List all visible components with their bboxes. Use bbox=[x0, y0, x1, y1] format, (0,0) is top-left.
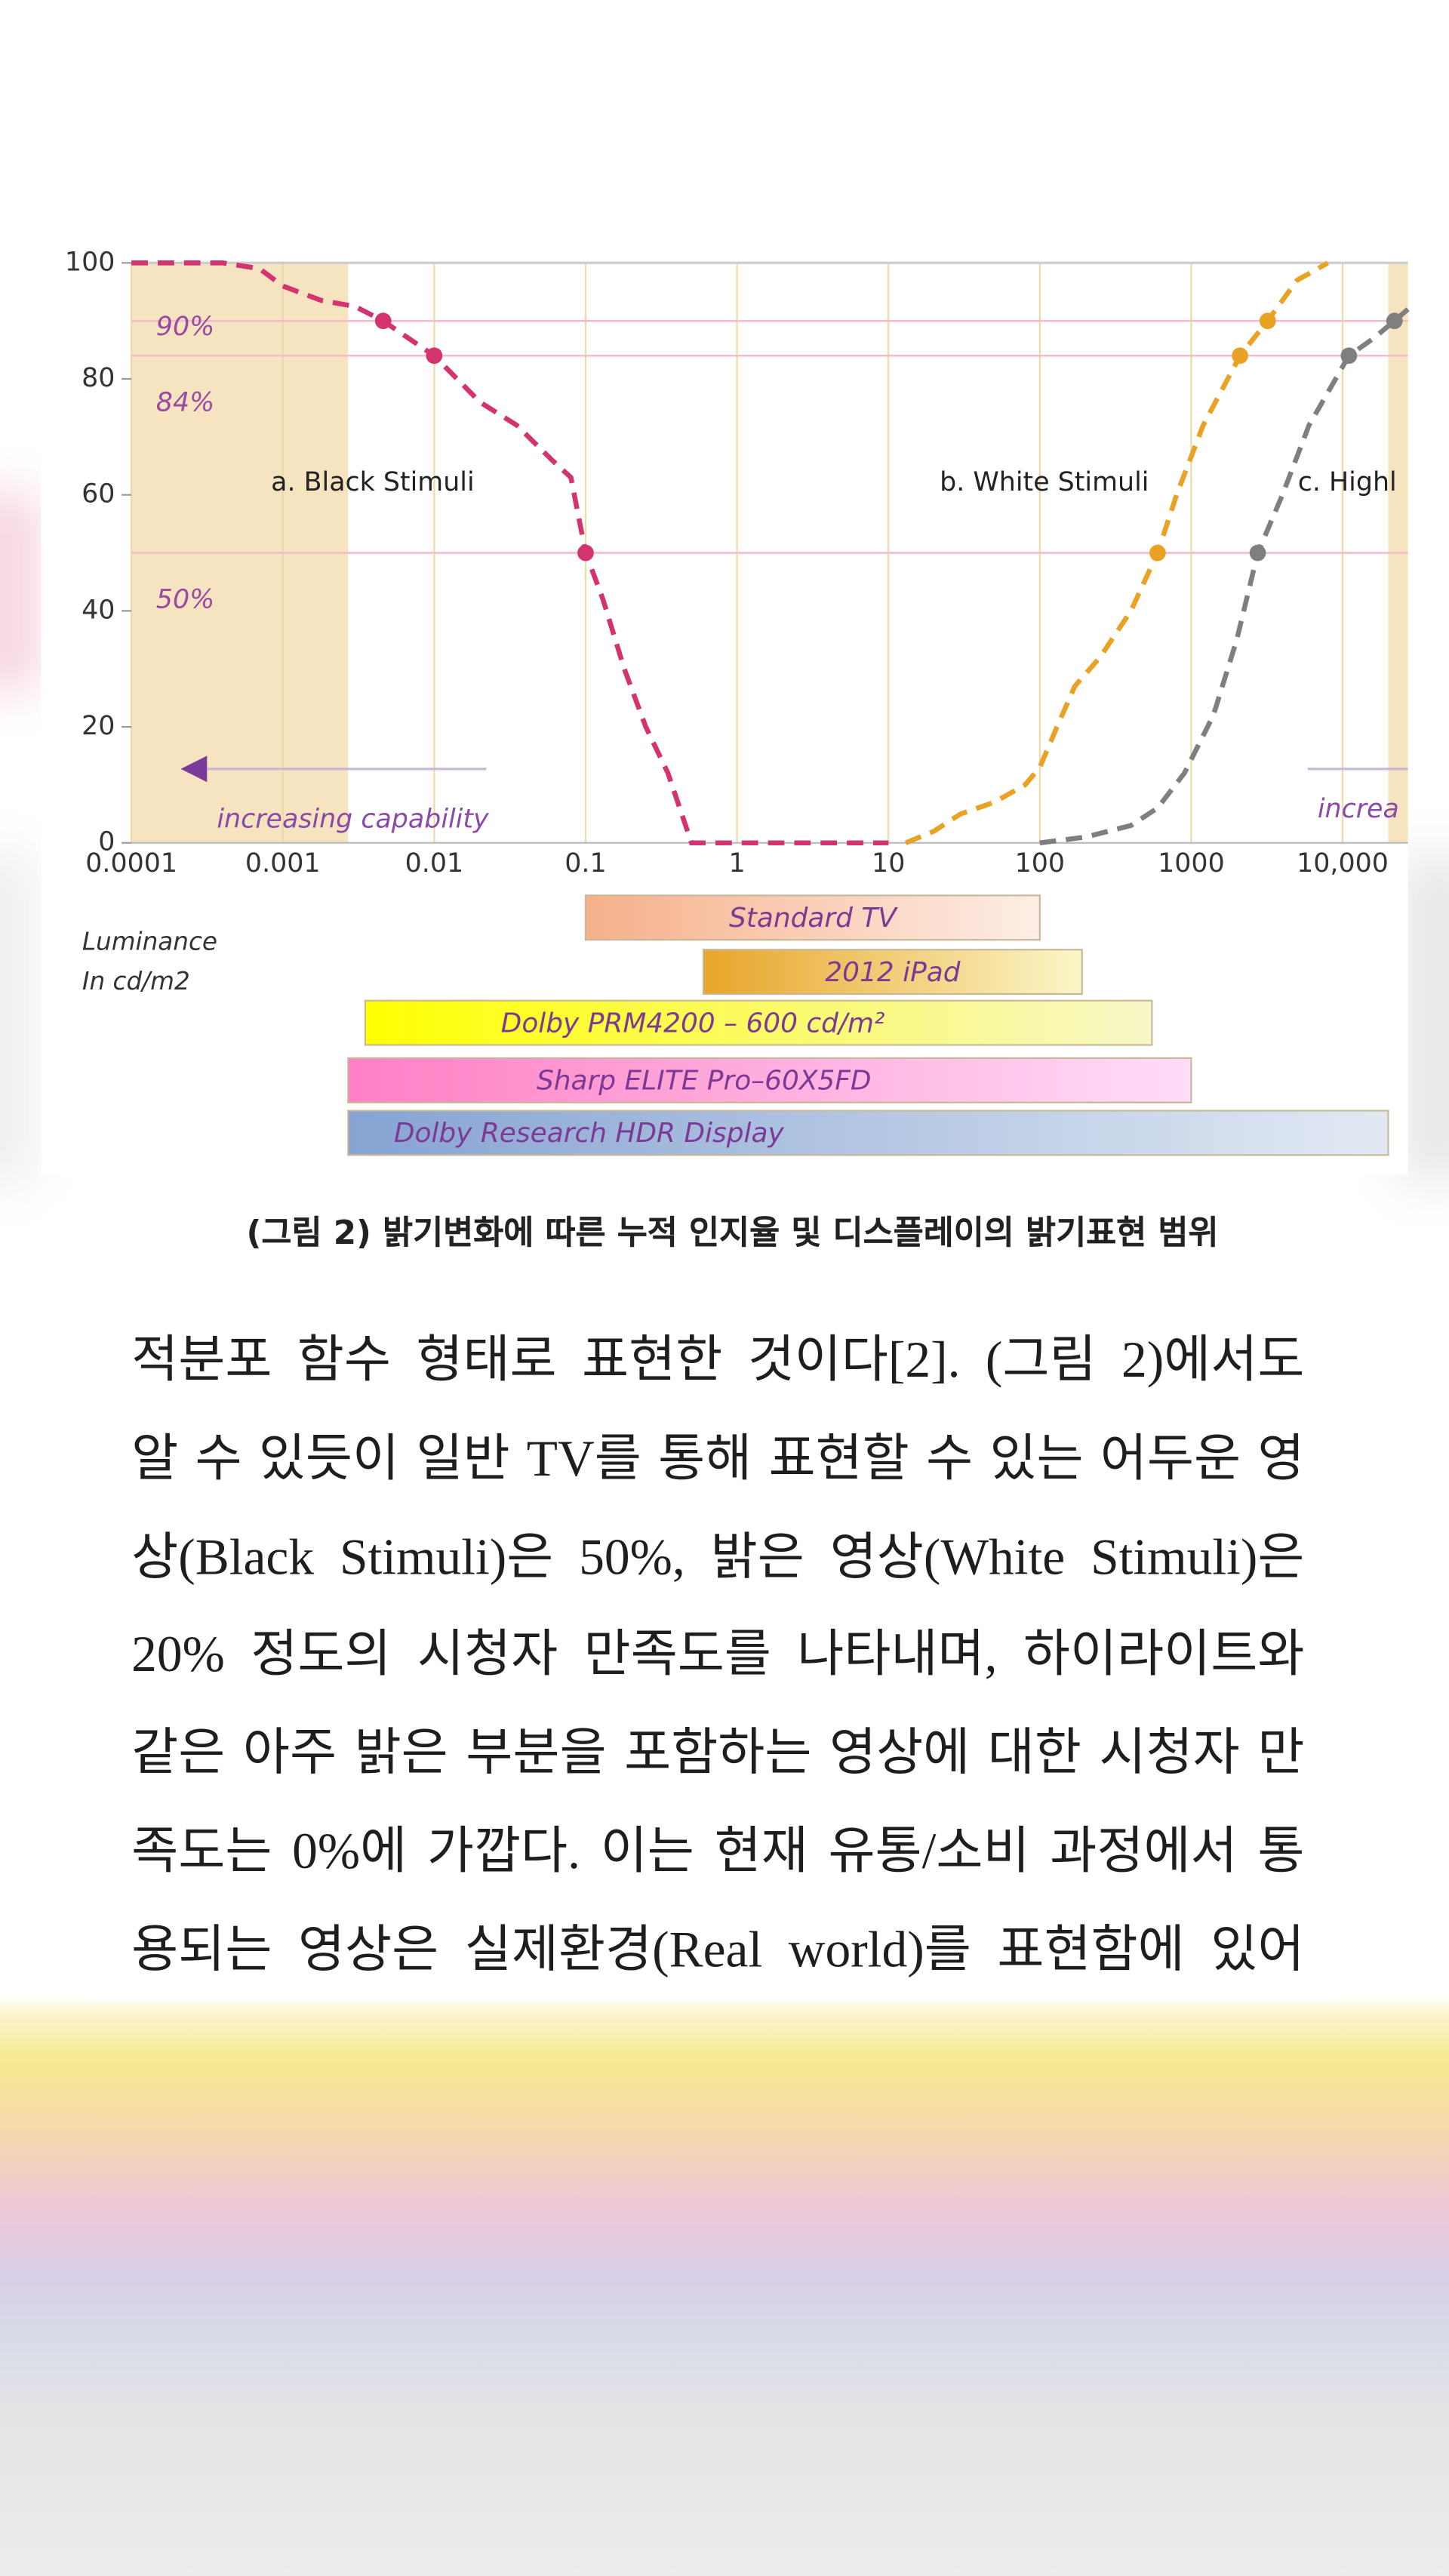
x-tick-label: 0.001 bbox=[245, 848, 321, 879]
range-bar bbox=[347, 1057, 1192, 1103]
series-line bbox=[904, 260, 1330, 845]
series-label: c. Highl bbox=[1298, 467, 1397, 497]
x-tick-label: 1000 bbox=[1158, 848, 1225, 879]
series-marker bbox=[1259, 312, 1276, 330]
x-tick-label: 0.01 bbox=[405, 848, 464, 879]
y-tick-label: 40 bbox=[82, 595, 115, 625]
text-line: 20% 정도의 시청자 만족도를 나타내며, 하이라이트와 bbox=[131, 1625, 1305, 1683]
y-tick-label: 20 bbox=[82, 711, 115, 741]
series-marker bbox=[1249, 544, 1266, 562]
series-marker bbox=[426, 347, 443, 365]
range-label: Standard TV bbox=[729, 903, 898, 934]
annotation: increasing capability bbox=[217, 804, 489, 834]
range-label: Dolby PRM4200 – 600 cd/m² bbox=[501, 1008, 885, 1039]
x-tick-label: 0.1 bbox=[565, 848, 606, 879]
x-tick-label: 0.0001 bbox=[85, 848, 177, 879]
series-marker bbox=[1232, 347, 1248, 365]
series-marker bbox=[1386, 312, 1403, 330]
range-label: Sharp ELITE Pro–60X5FD bbox=[537, 1065, 872, 1096]
text-line: 같은 아주 밝은 부분을 포함하는 영상에 대한 시청자 만 bbox=[131, 1723, 1305, 1782]
figure-caption: (그림 2) 밝기변화에 따른 누적 인지율 및 디스플레이의 밝기표현 범위 bbox=[246, 1212, 1219, 1252]
series-line bbox=[131, 260, 889, 845]
text-line: 족도는 0%에 가깝다. 이는 현재 유통/소비 과정에서 통 bbox=[131, 1822, 1305, 1880]
series-marker bbox=[374, 312, 392, 330]
x-tick-label: 1 bbox=[729, 848, 746, 879]
range-label: 2012 iPad bbox=[825, 957, 960, 988]
range-label: Dolby Research HDR Display bbox=[394, 1118, 785, 1149]
chart: 0.0001 0.001 0.01 0.1 1 10 100 1000 10,000 0 20 40 6… bbox=[41, 229, 1410, 1175]
reference-label: 50% bbox=[156, 585, 214, 615]
text-line: 알 수 있듯이 일반 TV를 통해 표현할 수 있는 어두운 영 bbox=[131, 1429, 1305, 1487]
background-blur bbox=[0, 854, 33, 1183]
text-line: 상(Black Stimuli)은 50%, 밝은 영상(White Stimu… bbox=[131, 1527, 1305, 1585]
series-label: a. Black Stimuli bbox=[271, 467, 474, 497]
x-tick-label: 100 bbox=[1015, 848, 1065, 879]
text-line: 용되는 영상은 실제환경(Real world)를 표현함에 있어 bbox=[131, 1920, 1305, 1978]
y-tick-label: 80 bbox=[82, 363, 115, 393]
series-line bbox=[1039, 307, 1410, 845]
background-blur bbox=[0, 493, 42, 691]
reference-label: 90% bbox=[156, 312, 214, 342]
series-marker bbox=[1340, 347, 1358, 365]
x-tick-label: 10 bbox=[872, 848, 905, 879]
arrow-head bbox=[180, 756, 208, 783]
annotation: increa bbox=[1318, 794, 1399, 824]
text-line: 적분포 함수 형태로 표현한 것이다[2]. (그림 2)에서도 bbox=[131, 1331, 1305, 1389]
series-label: b. White Stimuli bbox=[940, 467, 1149, 497]
y-tick-label: 0 bbox=[98, 827, 115, 857]
range-bar bbox=[364, 999, 1153, 1046]
range-bar bbox=[703, 949, 1083, 996]
range-bar bbox=[347, 1109, 1389, 1156]
y-tick-label: 100 bbox=[65, 247, 115, 277]
x-axis-label: In cd/m2 bbox=[82, 967, 190, 996]
x-axis-label: Luminance bbox=[82, 928, 217, 956]
y-tick-label: 60 bbox=[82, 479, 115, 509]
series-marker bbox=[1149, 544, 1166, 562]
x-tick-label: 10,000 bbox=[1297, 848, 1389, 879]
plot-area bbox=[131, 260, 1410, 845]
range-bar bbox=[584, 894, 1041, 941]
reference-label: 84% bbox=[156, 387, 214, 417]
series-marker bbox=[577, 544, 594, 562]
